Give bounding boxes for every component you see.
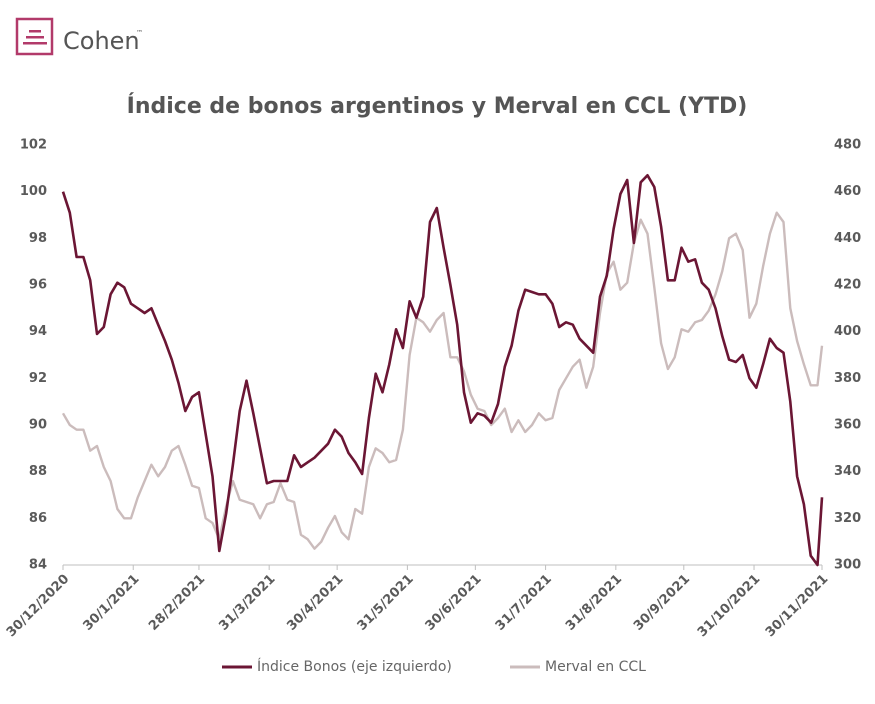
- logo: Cohen ™: [15, 17, 143, 56]
- y2-tick-label: 360: [834, 418, 861, 433]
- logo-bar: [26, 36, 44, 39]
- y2-tick-label: 340: [834, 464, 861, 479]
- x-tick-label: 31/10/2021: [695, 572, 763, 640]
- y-tick-label: 98: [29, 231, 47, 246]
- x-tick-label: 30/6/2021: [423, 572, 485, 634]
- x-tick-label: 30/9/2021: [631, 572, 693, 634]
- y-tick-label: 88: [29, 464, 47, 479]
- x-tick-label: 31/5/2021: [355, 572, 417, 634]
- x-tick-label: 31/3/2021: [216, 572, 278, 634]
- y-tick-label: 84: [29, 558, 47, 573]
- logo-frame: [15, 17, 54, 56]
- y-tick-label: 86: [29, 511, 47, 526]
- y2-tick-label: 300: [834, 558, 861, 573]
- logo-bar: [29, 30, 41, 33]
- y-tick-label: 100: [20, 184, 47, 199]
- y-tick-label: 92: [29, 371, 47, 386]
- logo-text: Cohen: [63, 27, 140, 55]
- y2-tick-label: 440: [834, 231, 861, 246]
- y-tick-label: 94: [29, 324, 47, 339]
- y2-tick-label: 380: [834, 371, 861, 386]
- y2-tick-label: 420: [834, 278, 861, 293]
- legend-label: Merval en CCL: [545, 659, 646, 675]
- x-tick-label: 30/12/2020: [4, 572, 72, 640]
- y2-tick-label: 480: [834, 138, 861, 153]
- series-line: [61, 174, 824, 567]
- x-tick-label: 28/2/2021: [146, 572, 208, 634]
- y-tick-label: 102: [20, 138, 47, 153]
- x-tick-label: 30/4/2021: [284, 572, 346, 634]
- y2-tick-label: 400: [834, 324, 861, 339]
- y2-tick-label: 460: [834, 184, 861, 199]
- series-line: [61, 211, 824, 550]
- legend-label: Índice Bonos (eje izquierdo): [257, 658, 452, 675]
- chart-title: Índice de bonos argentinos y Merval en C…: [127, 93, 748, 119]
- y2-tick-label: 320: [834, 511, 861, 526]
- x-tick-label: 30/11/2021: [763, 572, 831, 640]
- logo-bar: [23, 42, 47, 45]
- y-tick-label: 96: [29, 278, 47, 293]
- x-tick-label: 31/7/2021: [493, 572, 555, 634]
- logo-trademark: ™: [136, 29, 143, 37]
- y-tick-label: 90: [29, 418, 47, 433]
- x-tick-label: 31/8/2021: [563, 572, 625, 634]
- x-tick-label: 30/1/2021: [80, 572, 142, 634]
